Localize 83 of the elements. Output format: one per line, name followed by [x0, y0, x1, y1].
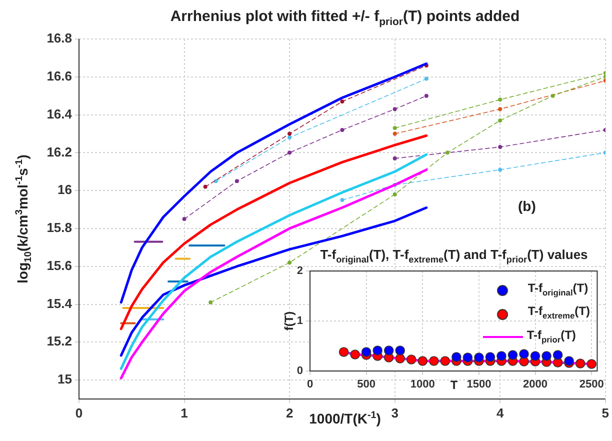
point — [452, 352, 462, 362]
y-tick-label: 16.6 — [46, 68, 72, 84]
point — [542, 351, 552, 361]
y-tick-label: 15.2 — [46, 334, 72, 349]
x-tick-label: 1 — [180, 405, 188, 420]
point — [350, 350, 360, 360]
y-axis-title: f(T) — [282, 311, 296, 331]
point — [372, 346, 382, 356]
point — [586, 359, 596, 369]
point — [429, 356, 439, 366]
point — [498, 145, 502, 149]
point — [288, 132, 292, 136]
x-tick-label: 0 — [75, 405, 83, 420]
x-tick-label: 1000 — [410, 378, 435, 391]
point — [214, 179, 218, 184]
point — [234, 179, 239, 184]
point — [575, 358, 586, 368]
point — [519, 349, 529, 359]
point — [340, 100, 344, 104]
y-tick-label: 16.4 — [46, 106, 73, 122]
x-tick-label: 2 — [286, 405, 294, 420]
point — [406, 354, 416, 364]
x-axis-title: T — [450, 378, 458, 392]
point — [424, 76, 428, 81]
point — [462, 352, 473, 362]
point — [395, 346, 406, 356]
chart-title: T-f$_{original}$(T), T-f$_{extreme}$(T) and T-f$_{prior}$(T) values — [320, 247, 588, 265]
point — [498, 118, 502, 122]
point — [338, 347, 349, 357]
point — [392, 126, 397, 130]
point — [552, 350, 563, 360]
point — [340, 128, 344, 132]
point — [395, 354, 406, 364]
x-tick-label: 2500 — [579, 378, 604, 391]
point — [498, 107, 502, 112]
point — [530, 351, 540, 361]
point — [288, 260, 292, 265]
point — [498, 168, 502, 172]
y-tick-label: 15.8 — [46, 220, 72, 236]
y-tick-label: 0 — [296, 365, 303, 378]
x-tick-label: 3 — [391, 405, 398, 420]
legend-label: T-f$_{prior}$(T) — [526, 326, 576, 346]
point — [384, 346, 394, 356]
point — [392, 107, 397, 112]
x-tick-label: 4 — [496, 405, 504, 420]
point — [288, 150, 292, 155]
point — [424, 94, 428, 98]
point — [445, 150, 450, 155]
point — [496, 351, 506, 361]
chart-title: Arrhenius plot with fitted +/- f$_{prior}$(T) points added — [170, 8, 520, 28]
point — [440, 356, 450, 366]
x-tick-label: 5 — [602, 405, 609, 420]
point — [550, 94, 555, 98]
point — [392, 132, 397, 136]
y-tick-label: 15 — [58, 372, 72, 387]
legend-label: T-f$_{extreme}$(T) — [528, 303, 590, 323]
point — [508, 350, 518, 360]
point — [392, 192, 397, 196]
y-tick-label: 16 — [58, 182, 72, 198]
y-tick-label: 15.4 — [46, 296, 73, 311]
point — [208, 300, 213, 304]
y-tick-label: 2 — [296, 265, 303, 278]
x-axis-title: 1000/T(K$^{-1}$) — [309, 410, 381, 427]
point — [340, 198, 344, 202]
legend-label: T-f$_{original}$(T) — [528, 280, 588, 300]
x-tick-label: 1500 — [466, 378, 492, 391]
point — [474, 352, 484, 362]
point — [288, 136, 292, 140]
y-tick-label: 15.6 — [46, 258, 72, 273]
point — [418, 356, 428, 366]
point — [485, 352, 496, 362]
x-tick-label: 500 — [357, 378, 376, 391]
y-tick-label: 1 — [296, 315, 303, 328]
point — [498, 98, 502, 102]
y-tick-label: 16.8 — [46, 30, 72, 46]
point — [182, 217, 186, 221]
x-tick-label: 0 — [306, 378, 314, 391]
y-tick-label: 16.2 — [46, 144, 72, 160]
annotation: (b) — [518, 198, 536, 214]
x-tick-label: 2000 — [523, 378, 548, 391]
point — [392, 156, 397, 160]
point — [203, 184, 208, 189]
point — [361, 347, 372, 357]
